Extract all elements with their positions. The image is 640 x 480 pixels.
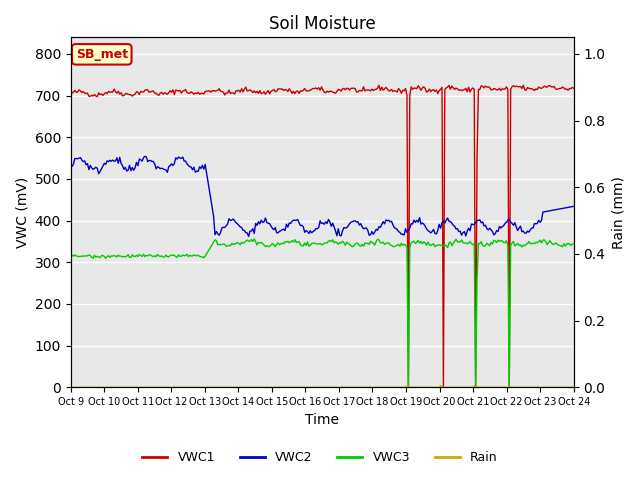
X-axis label: Time: Time xyxy=(305,413,339,427)
Title: Soil Moisture: Soil Moisture xyxy=(269,15,376,33)
Y-axis label: VWC (mV): VWC (mV) xyxy=(15,177,29,248)
Text: SB_met: SB_met xyxy=(76,48,128,61)
Legend: VWC1, VWC2, VWC3, Rain: VWC1, VWC2, VWC3, Rain xyxy=(138,446,502,469)
Y-axis label: Rain (mm): Rain (mm) xyxy=(611,176,625,249)
